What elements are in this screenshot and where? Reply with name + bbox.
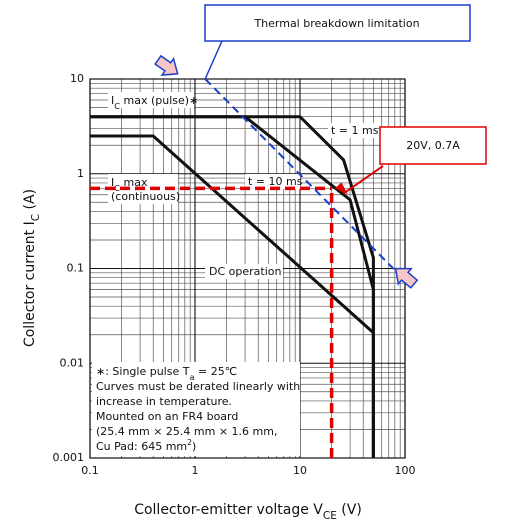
reference-arrow-head — [334, 182, 348, 195]
label-background — [328, 123, 378, 138]
text-part: = 25℃ — [195, 365, 238, 378]
subscript: C — [30, 214, 42, 221]
y-tick-label: 0.1 — [67, 262, 85, 275]
curve-label: IC max (pulse)∗ — [111, 94, 198, 111]
thermal-label: Thermal breakdown limitation — [253, 17, 419, 30]
text-part: ∗: Single pulse T — [96, 365, 190, 378]
subscript: C — [114, 101, 120, 111]
thermal-connector — [204, 40, 223, 80]
subscript: C — [114, 183, 120, 193]
text-part: I — [111, 94, 114, 107]
text-part: max (pulse)∗ — [120, 94, 198, 107]
text-part: increase in temperature. — [96, 395, 232, 408]
label-background — [108, 92, 194, 108]
x-tick-label: 100 — [395, 464, 416, 477]
x-axis-label: Collector-emitter voltage VCE (V) — [134, 502, 362, 522]
series-label: t = 1 ms — [331, 124, 379, 137]
y-axis-label: Collector current IC (A) — [22, 189, 42, 347]
thermal-box — [204, 4, 471, 42]
note-line: (25.4 mm × 25.4 mm × 1.6 mm, — [96, 425, 277, 438]
x-tick-label: 0.1 — [81, 464, 99, 477]
series-label: t = 10 ms — [248, 175, 303, 188]
label-background — [245, 174, 300, 189]
text-part: Collector current I — [22, 221, 38, 347]
y-tick-label: 0.001 — [53, 451, 85, 464]
text-part: I — [111, 176, 114, 189]
note-line: Cu Pad: 645 mm2) — [96, 438, 196, 454]
curve-label: IC max — [111, 176, 148, 193]
x-tick-label: 10 — [293, 464, 307, 477]
overlay: 20V, 0.7A Thermal breakdown limitation — [90, 4, 487, 458]
series-label: DC operation — [209, 265, 281, 278]
note-box — [92, 362, 300, 456]
note-line: Curves must be derated linearly with — [96, 380, 300, 393]
text-part: max — [120, 176, 148, 189]
reference-label: 20V, 0.7A — [406, 139, 460, 152]
subscript: a — [189, 372, 194, 382]
label-background — [205, 264, 283, 279]
y-tick-label: 0.01 — [60, 356, 85, 369]
text-part: Mounted on an FR4 board — [96, 410, 238, 423]
reference-box — [379, 126, 487, 165]
thermal-limit-line — [204, 78, 406, 282]
x-tick-label: 1 — [192, 464, 199, 477]
pointer-arrow — [394, 267, 419, 289]
text-part: Collector-emitter voltage V — [134, 502, 323, 518]
curve — [90, 134, 375, 458]
text-part: Cu Pad: 645 mm — [96, 440, 187, 453]
subscript: CE — [323, 510, 337, 522]
text-part: ) — [192, 440, 196, 453]
pointer-arrow — [154, 54, 179, 76]
superscript: 2 — [187, 438, 192, 447]
y-tick-label: 1 — [77, 167, 84, 180]
text-part: (A) — [22, 189, 38, 214]
note-line: Mounted on an FR4 board — [96, 410, 238, 423]
text-part: Curves must be derated linearly with — [96, 380, 300, 393]
reference-arrow — [343, 165, 384, 195]
note-line: ∗: Single pulse Ta = 25℃ — [96, 365, 237, 382]
text-part: (25.4 mm × 25.4 mm × 1.6 mm, — [96, 425, 277, 438]
y-tick-label: 10 — [70, 72, 84, 85]
text-part: (V) — [337, 502, 362, 518]
curve-label: (continuous) — [111, 190, 180, 203]
note-line: increase in temperature. — [96, 395, 232, 408]
